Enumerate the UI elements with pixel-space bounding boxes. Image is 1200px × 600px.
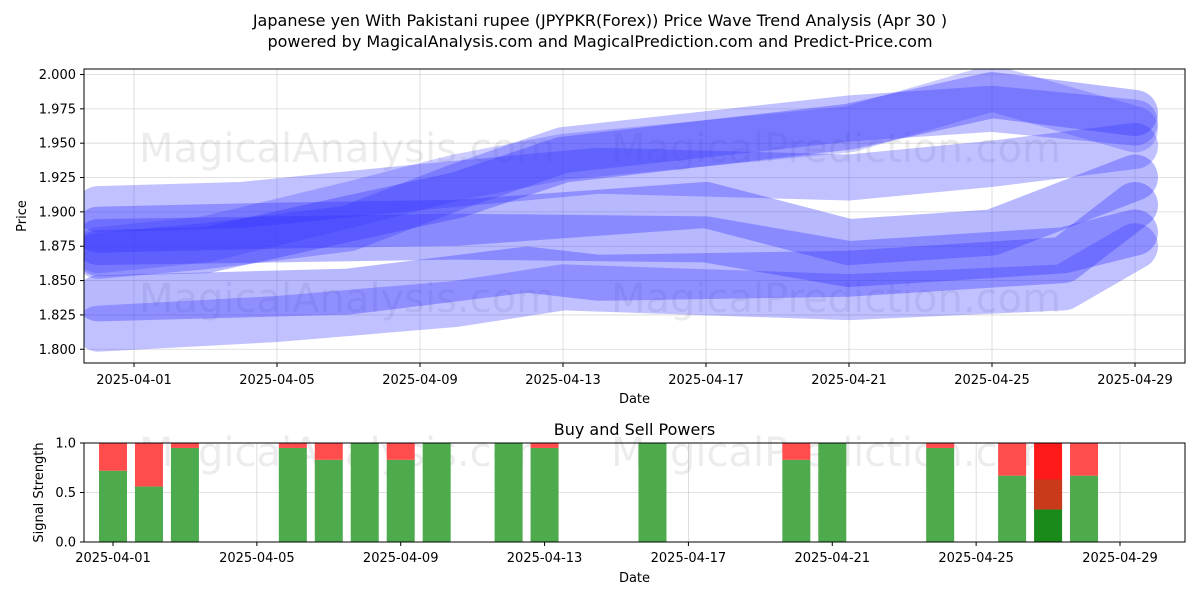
wave-series-2 [84,69,1158,274]
wave-series-0 [84,72,1158,277]
x-tick-label: 2025-04-17 [651,551,727,566]
buy-bar [422,443,451,542]
x-axis-label: Date [619,392,650,407]
x-tick-label: 2025-04-29 [1097,373,1173,388]
sell-bar [134,443,163,487]
x-tick-label: 2025-04-13 [507,551,583,566]
buy-bar [530,447,559,542]
watermark-group: MagicalAnalysis.com MagicalPrediction.com… [139,126,1061,322]
x-tick-label: 2025-04-29 [1082,551,1158,566]
watermark-text: MagicalPrediction.com [611,276,1061,322]
wave-series-3 [84,122,1158,233]
plot-frame [83,68,1186,364]
wave-series-5 [84,209,1158,288]
wave-series-1 [84,85,1158,279]
x-tick-label: 2025-04-13 [525,373,601,388]
x-tick-label: 2025-04-21 [811,373,887,388]
y-tick-label: 1.975 [39,102,76,117]
buy-bar [494,443,523,542]
wave-series-4 [84,154,1158,266]
sell-bar [386,443,415,460]
buy-sell-panel: Buy and Sell PowersMagicalAnalysis.comMa… [32,420,1186,586]
y-tick-label: 1.875 [39,240,76,255]
sell-bar [170,443,199,448]
y-tick-label: 1.825 [39,308,76,323]
buy-bar [998,475,1027,542]
buy-bar [278,447,307,542]
buy-bar [314,459,343,542]
x-tick-label: 2025-04-01 [75,551,151,566]
y-tick-label: 1.925 [39,171,76,186]
x-tick-label: 2025-04-21 [795,551,871,566]
watermark-text: MagicalAnalysis.com [139,276,555,322]
buy-bar [386,459,415,542]
y-tick-label: 0.0 [55,536,76,551]
wave-series-group [84,69,1158,352]
wave-series-6 [84,182,1158,322]
x-tick-label: 2025-04-05 [219,551,295,566]
chart-title-line2: powered by MagicalAnalysis.com and Magic… [267,32,932,51]
y-tick-label: 2.000 [39,68,76,83]
sell-bar [278,443,307,448]
y-tick-label: 1.950 [39,137,76,152]
y-tick-label: 1.800 [39,343,76,358]
x-tick-label: 2025-04-25 [938,551,1014,566]
x-tick-label: 2025-04-01 [96,373,172,388]
watermark-text: MagicalPrediction.com [611,126,1061,172]
buy-bar [818,443,847,542]
x-tick-label: 2025-04-09 [382,373,458,388]
buy-sell-title: Buy and Sell Powers [554,420,716,439]
buy-bar [134,486,163,542]
buy-bar [926,447,955,542]
x-tick-label: 2025-04-17 [668,373,744,388]
y-axis-label: Price [15,200,30,232]
wave-series-7 [84,223,1158,352]
x-tick-label: 2025-04-05 [239,373,315,388]
buy-bar [638,443,667,542]
sell-bar-overlap [1034,479,1063,510]
y-tick-label: 0.5 [55,486,76,501]
sell-bar [998,443,1027,476]
buy-bar [1034,509,1063,542]
watermark-text: MagicalAnalysis.com [139,430,555,476]
sell-bar [926,443,955,448]
x-tick-label: 2025-04-09 [363,551,439,566]
sell-bar [782,443,811,460]
price-wave-panel: MagicalAnalysis.com MagicalPrediction.com… [15,68,1186,407]
sell-bar [314,443,343,460]
buy-bar [782,459,811,542]
buy-bar [350,443,379,542]
sell-bar [530,443,559,448]
y-axis-label: Signal Strength [32,442,47,542]
sell-bar [1070,443,1099,476]
y-tick-label: 1.900 [39,205,76,220]
x-axis-label: Date [619,571,650,586]
chart-title-line1: Japanese yen With Pakistani rupee (JPYPK… [252,11,947,30]
x-tick-label: 2025-04-25 [954,373,1030,388]
y-tick-label: 1.0 [55,437,76,452]
buy-bar [1070,475,1099,542]
buy-bar [99,470,127,542]
buy-bar [170,447,199,542]
sell-bar [99,443,127,471]
y-tick-label: 1.850 [39,274,76,289]
watermark-text: MagicalAnalysis.com [139,126,555,172]
